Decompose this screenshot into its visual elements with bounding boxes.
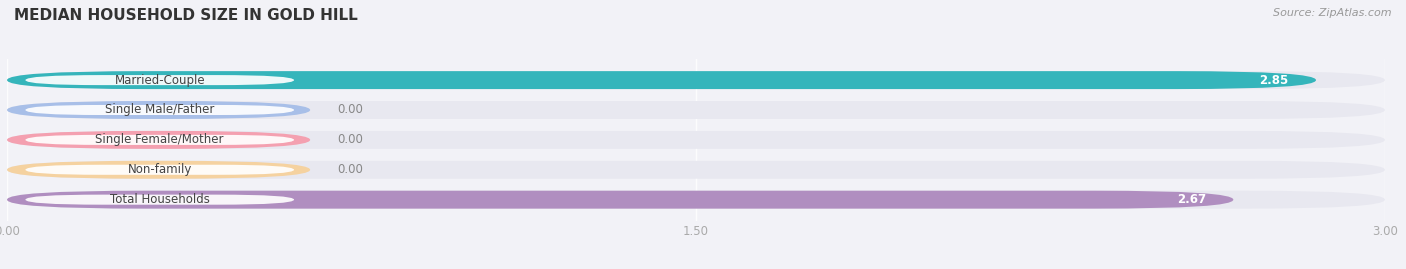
Text: Total Households: Total Households <box>110 193 209 206</box>
FancyBboxPatch shape <box>7 161 311 179</box>
FancyBboxPatch shape <box>25 105 294 115</box>
Text: 2.67: 2.67 <box>1177 193 1206 206</box>
Text: Married-Couple: Married-Couple <box>114 74 205 87</box>
FancyBboxPatch shape <box>7 71 1316 89</box>
FancyBboxPatch shape <box>25 195 294 205</box>
Text: 0.00: 0.00 <box>337 104 364 116</box>
FancyBboxPatch shape <box>25 165 294 175</box>
FancyBboxPatch shape <box>7 71 1385 89</box>
FancyBboxPatch shape <box>25 75 294 85</box>
Text: Single Male/Father: Single Male/Father <box>105 104 215 116</box>
FancyBboxPatch shape <box>25 135 294 145</box>
Text: 0.00: 0.00 <box>337 163 364 176</box>
FancyBboxPatch shape <box>7 161 1385 179</box>
Text: Non-family: Non-family <box>128 163 193 176</box>
FancyBboxPatch shape <box>7 191 1385 209</box>
Text: MEDIAN HOUSEHOLD SIZE IN GOLD HILL: MEDIAN HOUSEHOLD SIZE IN GOLD HILL <box>14 8 357 23</box>
Text: Single Female/Mother: Single Female/Mother <box>96 133 224 146</box>
FancyBboxPatch shape <box>7 191 1233 209</box>
Text: 2.85: 2.85 <box>1260 74 1288 87</box>
FancyBboxPatch shape <box>7 101 1385 119</box>
FancyBboxPatch shape <box>7 131 311 149</box>
FancyBboxPatch shape <box>7 101 311 119</box>
Text: Source: ZipAtlas.com: Source: ZipAtlas.com <box>1274 8 1392 18</box>
Text: 0.00: 0.00 <box>337 133 364 146</box>
FancyBboxPatch shape <box>7 131 1385 149</box>
